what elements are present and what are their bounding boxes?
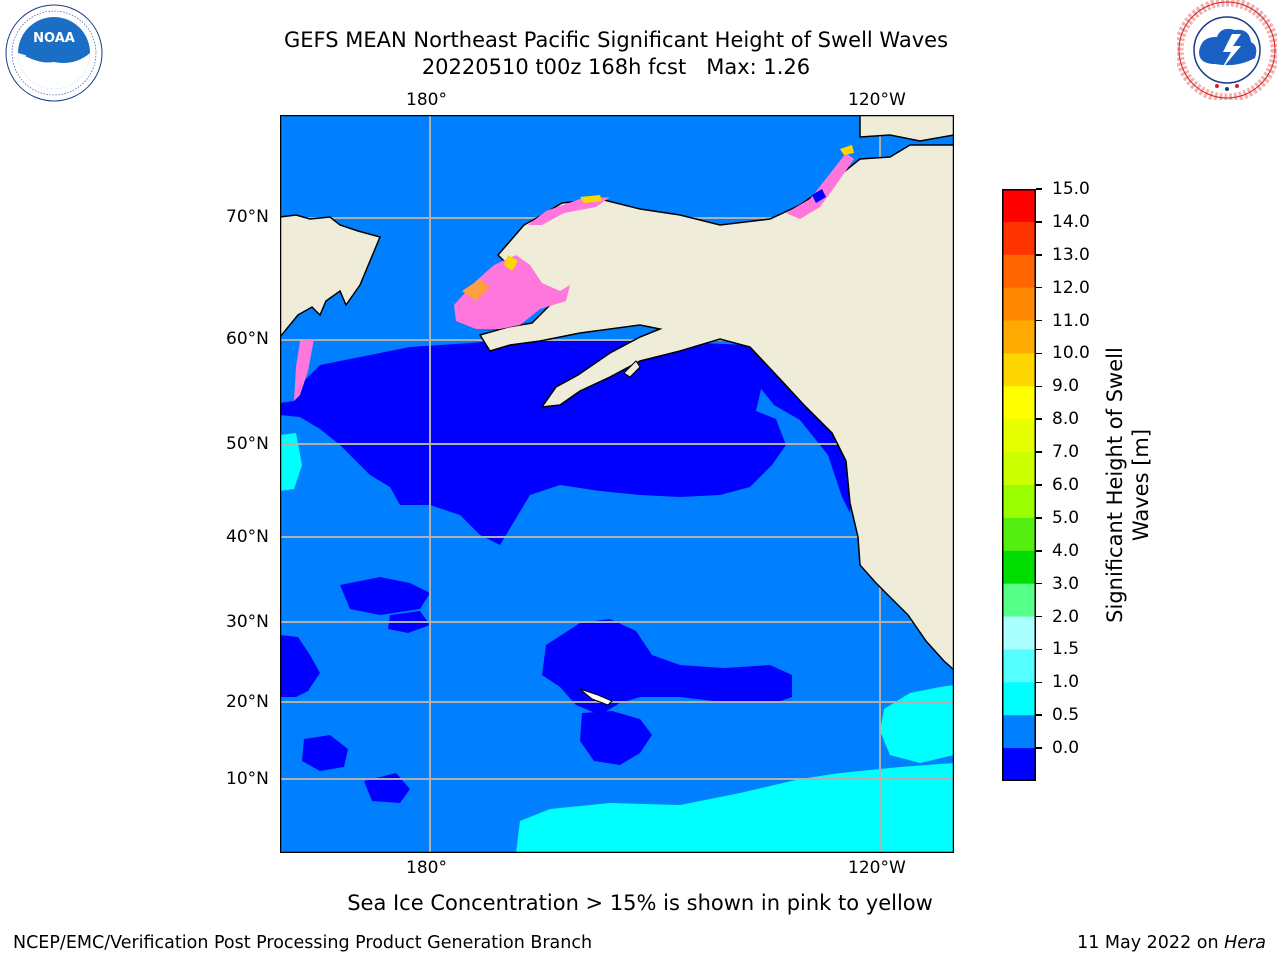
colorbar-tick-mark — [1036, 451, 1042, 453]
colorbar-tick-mark — [1036, 714, 1042, 716]
sea-ice-overlay — [294, 145, 854, 401]
colorbar-tick-label: 0.5 — [1052, 705, 1080, 726]
lon-label-top-120w: 120°W — [848, 90, 906, 110]
lat-label-20n: 20°N — [226, 692, 269, 712]
colorbar-cell — [1002, 353, 1036, 387]
swell-low-central — [580, 711, 652, 765]
land-hawaii — [579, 688, 613, 706]
colorbar-tick-label: 8.0 — [1052, 409, 1080, 430]
lat-label-40n: 40°N — [226, 527, 269, 547]
footer-date-text: 11 May 2022 on — [1077, 933, 1225, 953]
colorbar-tick-mark — [1036, 286, 1042, 289]
swell-low-patch-2 — [364, 773, 410, 803]
swell-mid-west — [280, 433, 302, 491]
lat-label-10n: 10°N — [226, 769, 269, 789]
swell-low-north — [280, 339, 786, 545]
footer-credit: NCEP/EMC/Verification Post Processing Pr… — [13, 933, 593, 953]
colorbar-title-line1: Significant Height of Swell — [1103, 347, 1127, 623]
colorbar-cell — [1002, 221, 1036, 256]
colorbar-tick-label: 12.0 — [1052, 277, 1090, 298]
colorbar-tick-mark — [1036, 221, 1042, 223]
lat-label-60n: 60°N — [226, 329, 269, 349]
colorbar-title-line2: Waves [m] — [1129, 428, 1153, 542]
colorbar-tick-label: 7.0 — [1052, 442, 1080, 463]
colorbar-tick-mark — [1036, 648, 1042, 651]
colorbar-tick-mark — [1036, 418, 1042, 420]
colorbar-tick-label: 10.0 — [1052, 343, 1090, 364]
colorbar-cell — [1002, 386, 1036, 420]
colorbar-cell — [1002, 320, 1036, 354]
swell-low-patch-1 — [302, 735, 348, 771]
map-title: GEFS MEAN Northeast Pacific Significant … — [283, 28, 949, 52]
colorbar-tick-label: 2.0 — [1052, 606, 1080, 627]
swell-low-coast — [700, 343, 852, 513]
map-subtitle: 20220510 t00z 168h fcst Max: 1.26 — [421, 55, 811, 79]
colorbar-cell — [1002, 550, 1036, 585]
colorbar-tick-label: 14.0 — [1052, 211, 1090, 232]
colorbar-tick-mark — [1036, 188, 1042, 190]
colorbar-cell — [1002, 517, 1036, 552]
colorbar-tick-label: 11.0 — [1052, 310, 1090, 331]
colorbar-tick-mark — [1036, 615, 1042, 618]
swell-low-subtropical — [542, 619, 792, 715]
lon-label-top-180: 180° — [406, 90, 447, 110]
lat-label-70n: 70°N — [226, 207, 269, 227]
footer-date: 11 May 2022 on Hera — [1077, 933, 1266, 953]
land-north-america — [478, 144, 954, 672]
colorbar-tick-label: 1.5 — [1052, 639, 1080, 660]
nws-logo — [1177, 0, 1277, 100]
colorbar-tick-label: 5.0 — [1052, 507, 1080, 528]
colorbar-cell — [1002, 715, 1036, 749]
colorbar-tick-mark — [1036, 517, 1042, 519]
colorbar-cell — [1002, 682, 1036, 716]
colorbar-tick-label: 15.0 — [1052, 179, 1090, 199]
swell-low-west — [280, 635, 320, 697]
swell-low-patch-3 — [340, 577, 430, 615]
colorbar-tick-mark — [1036, 484, 1042, 486]
colorbar-tick-label: 13.0 — [1052, 244, 1090, 265]
colorbar-tick-mark — [1036, 550, 1042, 552]
colorbar-tick-mark — [1036, 319, 1042, 322]
colorbar-cell — [1002, 616, 1036, 650]
lon-label-bottom-180: 180° — [406, 858, 447, 878]
land-kodiak — [623, 360, 641, 378]
footer-host: Hera — [1224, 933, 1266, 953]
sea-ice-note: Sea Ice Concentration > 15% is shown in … — [347, 891, 933, 915]
colorbar-cell — [1002, 485, 1036, 519]
colorbar-cell — [1002, 748, 1036, 781]
lat-label-30n: 30°N — [226, 612, 269, 632]
colorbar-cell — [1002, 189, 1036, 223]
colorbar-cell — [1002, 583, 1036, 618]
swell-mid-east — [880, 685, 954, 763]
swell-height-map — [280, 115, 954, 853]
colorbar-tick-label: 6.0 — [1052, 475, 1080, 495]
colorbar-tick-label: 9.0 — [1052, 376, 1080, 397]
colorbar-title: Significant Height of Swell Waves [m] — [1102, 275, 1154, 695]
colorbar-tick-label: 3.0 — [1052, 573, 1080, 594]
colorbar-cell — [1002, 649, 1036, 683]
colorbar-cell — [1002, 254, 1036, 289]
colorbar-tick-mark — [1036, 385, 1042, 388]
lon-label-bottom-120w: 120°W — [848, 858, 906, 878]
colorbar-tick-label: 4.0 — [1052, 540, 1080, 561]
colorbar-tick-mark — [1036, 352, 1042, 355]
colorbar-cell — [1002, 287, 1036, 322]
colorbar-tick-mark — [1036, 681, 1042, 684]
svg-text:NOAA: NOAA — [33, 31, 75, 46]
noaa-logo: NOAA — [5, 4, 103, 102]
colorbar-tick-mark — [1036, 747, 1042, 749]
colorbar-tick-label: 0.0 — [1052, 738, 1080, 759]
colorbar-cell — [1002, 419, 1036, 453]
colorbar-tick-label: 1.0 — [1052, 672, 1080, 693]
land-siberia — [280, 115, 382, 339]
swell-mid-southeast — [516, 763, 954, 853]
colorbar-tick-mark — [1036, 582, 1042, 585]
colorbar-cell — [1002, 452, 1036, 486]
colorbar-tick-mark — [1036, 254, 1042, 256]
colorbar — [1002, 189, 1036, 781]
lat-label-50n: 50°N — [226, 434, 269, 454]
land-arctic-islands — [859, 115, 954, 142]
